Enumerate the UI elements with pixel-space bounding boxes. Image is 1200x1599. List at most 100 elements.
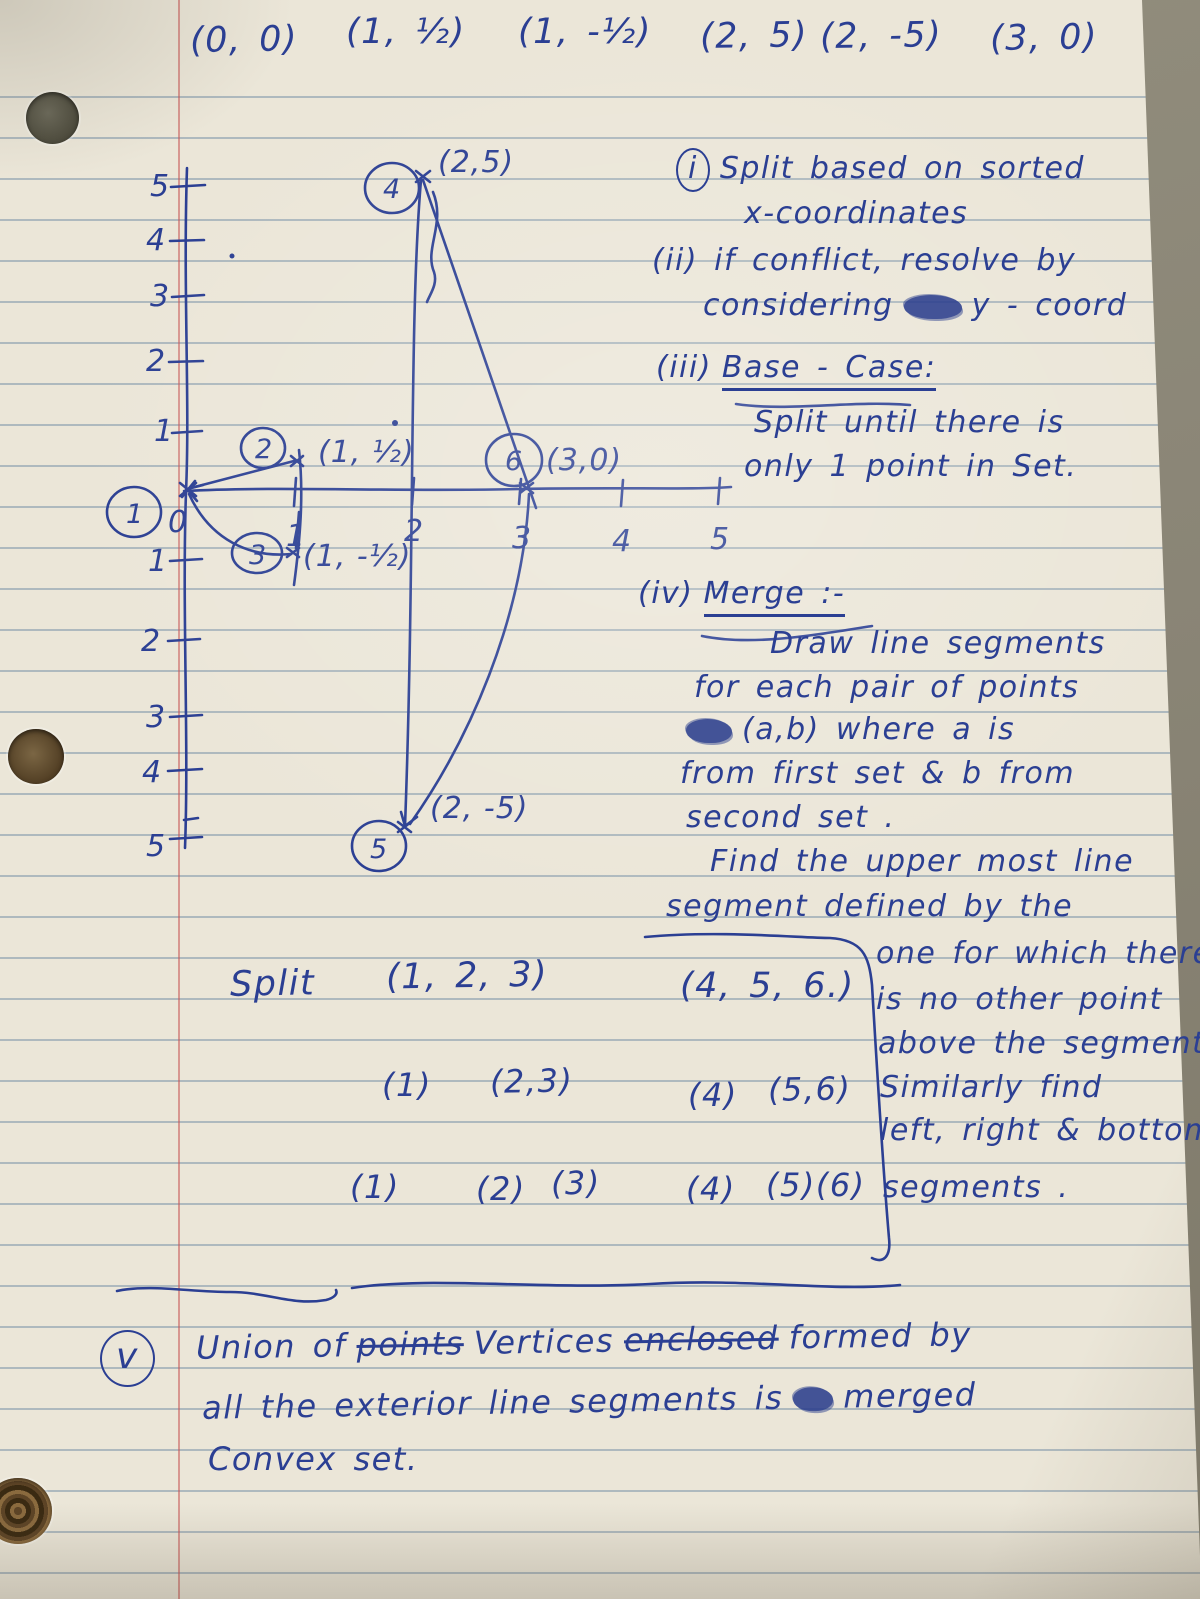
point-3-marker — [285, 546, 301, 559]
point-5-label: (2, -5) — [430, 791, 528, 826]
merge-swoosh — [700, 624, 874, 642]
note-ii-line2: considering y - coord — [703, 288, 1128, 323]
ytick-1: 1 — [154, 414, 174, 449]
xtick-4: 4 — [612, 524, 632, 559]
note-iv-line1: Draw line segments — [770, 626, 1106, 661]
ytick-5: 5 — [150, 169, 170, 204]
ytick-n4: 4 — [142, 755, 162, 790]
ytick-3: 3 — [150, 279, 170, 314]
header-point-0: (0, 0) — [189, 19, 299, 62]
note-v-marker: v — [100, 1330, 165, 1387]
split-row1-l2: (2,3) — [489, 1061, 574, 1101]
header-point-3: (2, 5) — [699, 15, 809, 58]
note-iv-line2: for each pair of points — [694, 670, 1080, 705]
separator-right — [350, 1281, 902, 1290]
xtick-5: 5 — [710, 522, 730, 557]
circled-v-marker: v — [100, 1330, 155, 1387]
note-v-line3: Convex set. — [208, 1440, 419, 1478]
punch-hole-middle — [8, 729, 64, 784]
point-5-number: 5 — [370, 834, 388, 865]
ytick-n1: 1 — [148, 544, 168, 579]
split-row0-left: (1, 2, 3) — [385, 954, 549, 998]
point-4-label: (2,5) — [438, 145, 514, 180]
note-iii-line2: only 1 point in Set. — [744, 449, 1078, 484]
stray-dot-1 — [229, 253, 235, 259]
circle-point-6 — [484, 432, 544, 488]
ytick-2: 2 — [146, 344, 166, 379]
origin-label: 0 — [168, 505, 188, 540]
merge-line8: segments . — [883, 1170, 1070, 1205]
point-3-label: (1, -½) — [303, 539, 411, 574]
header-point-2: (1, -½) — [518, 12, 652, 52]
note-i-line2: x-coordinates — [744, 196, 969, 231]
split-row2-l3: (3) — [550, 1163, 602, 1203]
scribble-blot — [903, 294, 962, 319]
merge-line2: segment defined by the — [666, 889, 1074, 924]
merge-line7: left, right & bottom — [880, 1113, 1200, 1148]
header-point-5: (3, 0) — [989, 17, 1099, 60]
note-i-line1: i Split based on sorted — [676, 148, 1095, 192]
scribble-blot — [793, 1386, 834, 1412]
split-row1-r1: (4) — [688, 1076, 738, 1114]
punch-hole-bottom — [0, 1478, 52, 1544]
annotations — [115, 402, 912, 1303]
merge-line1: Find the upper most line — [710, 844, 1135, 879]
split-label: Split — [229, 963, 316, 1005]
ytick-4: 4 — [146, 223, 166, 258]
point-4-number: 4 — [383, 174, 401, 205]
merge-line6: Similarly find — [880, 1070, 1103, 1105]
merge-line3: one for which there — [876, 936, 1200, 971]
segment-1-3 — [187, 492, 293, 556]
punch-hole-top — [26, 92, 79, 144]
segment-4-6 — [421, 178, 538, 510]
header-point-1: (1, ½) — [346, 12, 466, 52]
split-row2-r1: (4) — [686, 1170, 736, 1208]
segment-4-5 — [403, 178, 423, 828]
squiggle-near-4 — [425, 190, 439, 304]
split-row0-right: (4, 5, 6.) — [680, 966, 855, 1006]
circle-point-2 — [239, 426, 287, 470]
note-iv-line4: from first set & b from — [680, 756, 1076, 791]
ytick-n5: 5 — [146, 829, 166, 864]
coordinate-graph: 5 4 3 2 1 1 2 3 4 5 1 2 3 4 5 0 — [105, 145, 733, 873]
note-iii-line1: Split until there is — [754, 405, 1065, 440]
segment-6-5 — [408, 492, 531, 826]
xtick-2: 2 — [404, 514, 424, 549]
point-2-number: 2 — [255, 434, 273, 465]
x-axis — [182, 485, 733, 493]
note-iv-title: (iv) Merge :- — [638, 576, 855, 617]
ytick-n3: 3 — [146, 700, 166, 735]
split-row2-l1: (1) — [350, 1168, 400, 1206]
point-6-label: (3,0) — [546, 443, 622, 478]
segment-1-2 — [185, 459, 296, 491]
point-1-number: 1 — [126, 499, 144, 530]
note-ii-line1: (ii) if conflict, resolve by — [652, 243, 1077, 278]
scribble-blot — [686, 718, 732, 743]
circle-point-3 — [230, 531, 284, 575]
point-3-number: 3 — [249, 540, 267, 571]
circle-point-1 — [105, 485, 163, 539]
split-row1-r2: (5,6) — [767, 1069, 852, 1109]
split-row2-l2: (2) — [476, 1170, 526, 1208]
header-point-4: (2, -5) — [819, 15, 943, 58]
merge-line4: is no other point — [876, 982, 1163, 1017]
split-row1-l1: (1) — [382, 1066, 432, 1104]
point-1-marker — [178, 479, 198, 499]
split-right-bracket — [643, 932, 891, 1262]
split-row2-r2: (5)(6) — [766, 1166, 866, 1204]
circled-i-marker: i — [676, 148, 710, 192]
note-iv-line3: (a,b) where a is — [686, 712, 1025, 747]
point-2-label: (1, ½) — [318, 435, 415, 470]
stray-dot-2 — [392, 420, 398, 426]
merge-line5: above the segment — [878, 1026, 1200, 1061]
point-2-marker — [289, 454, 305, 468]
ruled-lines — [0, 96, 1200, 1599]
circle-point-4 — [363, 161, 421, 215]
circle-point-5 — [350, 819, 408, 873]
ytick-n2: 2 — [141, 624, 161, 659]
note-iv-line5: second set . — [686, 800, 896, 835]
separator-left — [115, 1286, 338, 1303]
